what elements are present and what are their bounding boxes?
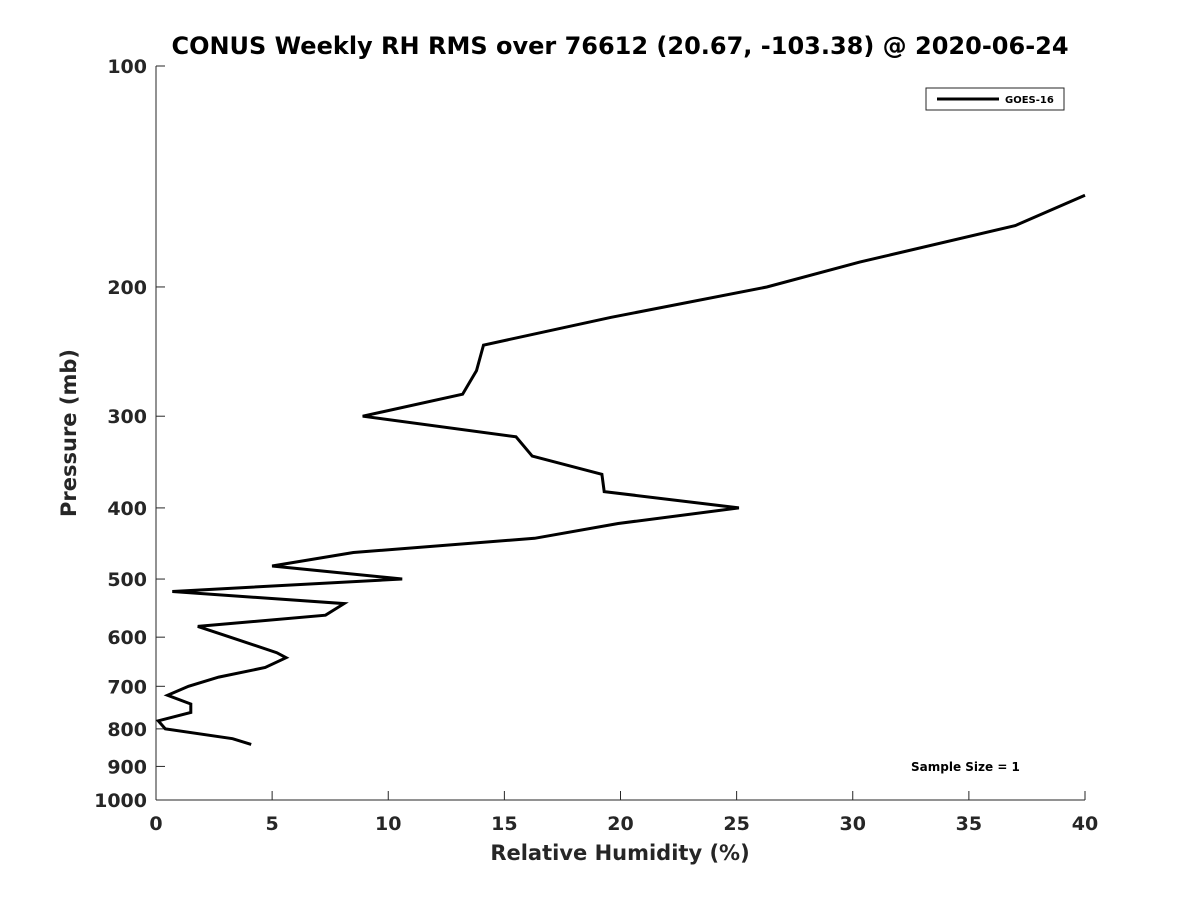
y-tick-label: 300 bbox=[107, 406, 147, 428]
x-tick-label: 5 bbox=[266, 813, 279, 835]
x-tick-label: 10 bbox=[375, 813, 401, 835]
x-tick-label: 25 bbox=[723, 813, 749, 835]
y-tick-label: 600 bbox=[107, 627, 147, 649]
x-tick-label: 0 bbox=[149, 813, 162, 835]
y-tick-label: 1000 bbox=[94, 790, 147, 812]
chart-title: CONUS Weekly RH RMS over 76612 (20.67, -… bbox=[171, 32, 1068, 60]
y-tick-label: 900 bbox=[107, 756, 147, 778]
y-axis-label: Pressure (mb) bbox=[57, 349, 81, 517]
x-axis-ticks: 0 5 10 15 20 25 30 35 40 bbox=[149, 791, 1098, 835]
legend: GOES-16 bbox=[925, 87, 1065, 111]
series-group bbox=[155, 193, 1086, 746]
y-tick-label: 500 bbox=[107, 569, 147, 591]
sample-size-annotation: Sample Size = 1 bbox=[911, 760, 1020, 774]
y-axis-ticks: 100 200 300 400 500 600 700 800 900 1000 bbox=[94, 56, 165, 812]
y-tick-label: 700 bbox=[107, 676, 147, 698]
x-tick-label: 15 bbox=[491, 813, 517, 835]
y-tick-label: 400 bbox=[107, 498, 147, 520]
x-tick-label: 35 bbox=[956, 813, 982, 835]
y-tick-label: 100 bbox=[107, 56, 147, 78]
x-axis-label: Relative Humidity (%) bbox=[490, 841, 749, 865]
x-tick-label: 40 bbox=[1072, 813, 1098, 835]
y-tick-label: 800 bbox=[107, 719, 147, 741]
legend-label-goes-16: GOES-16 bbox=[1005, 95, 1054, 106]
y-tick-label: 200 bbox=[107, 277, 147, 299]
x-tick-label: 30 bbox=[840, 813, 866, 835]
series-line-goes-16 bbox=[155, 193, 1086, 746]
x-tick-label: 20 bbox=[607, 813, 633, 835]
